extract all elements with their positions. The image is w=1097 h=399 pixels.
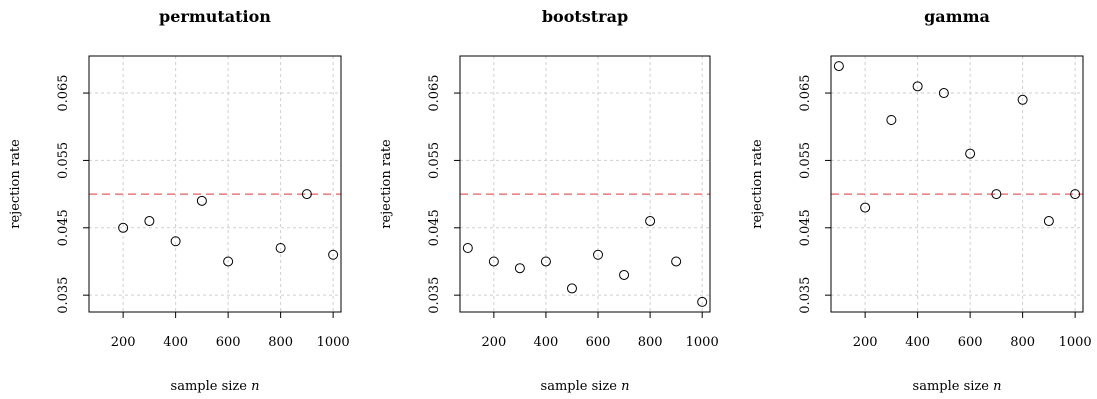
data-point	[912, 81, 923, 92]
x-axis-label: sample size n	[913, 379, 1002, 394]
data-point	[118, 222, 129, 233]
x-tick-label: 200	[111, 335, 136, 350]
x-tick-label: 600	[216, 335, 241, 350]
y-axis-label: rejection rate	[379, 139, 394, 229]
plot-frame	[830, 55, 1084, 313]
data-point	[860, 202, 871, 213]
x-tick-label: 400	[905, 335, 930, 350]
x-tick-label: 800	[1010, 335, 1035, 350]
data-point	[196, 195, 207, 206]
y-tick-label: 0.065	[56, 74, 71, 111]
y-tick-label: 0.035	[798, 277, 813, 314]
data-point	[965, 148, 976, 159]
y-tick-label: 0.045	[427, 209, 442, 246]
y-tick-label: 0.055	[427, 142, 442, 179]
chart-title: gamma	[924, 7, 990, 26]
x-tick-label: 1000	[686, 335, 719, 350]
y-tick-label: 0.035	[56, 277, 71, 314]
data-point	[645, 216, 656, 227]
data-point	[223, 256, 234, 267]
x-tick-label: 1000	[317, 335, 350, 350]
x-axis-label-variable: n	[993, 379, 1001, 394]
data-point	[886, 115, 897, 125]
chart-title: permutation	[159, 7, 271, 26]
x-tick-label: 400	[163, 335, 188, 350]
data-point	[697, 296, 708, 307]
data-point	[1070, 189, 1081, 200]
x-tick-label: 200	[481, 335, 506, 350]
y-axis-label: rejection rate	[750, 139, 765, 229]
data-point	[566, 283, 577, 294]
data-point	[991, 189, 1002, 200]
plot-frame	[459, 55, 711, 313]
x-tick-label: 1000	[1059, 335, 1092, 350]
x-axis-label: sample size n	[541, 379, 630, 394]
x-axis-label-text: sample size	[913, 379, 994, 394]
y-tick-label: 0.055	[56, 142, 71, 179]
data-point	[328, 249, 339, 260]
x-tick-label: 800	[638, 335, 663, 350]
data-point	[833, 61, 844, 72]
data-point	[301, 189, 312, 200]
panel-0: 200 400 600 800 1000 0.035 0.045 0.055 0.065 perm…	[8, 7, 350, 394]
y-tick-label: 0.045	[798, 209, 813, 246]
data-point	[462, 243, 473, 253]
panel-1: 200 400 600 800 1000 0.035 0.045 0.055 0.065 boot…	[379, 7, 719, 394]
x-axis-label-text: sample size	[541, 379, 622, 394]
x-tick-label: 600	[586, 335, 611, 350]
data-point	[144, 216, 155, 227]
y-tick-label: 0.035	[427, 277, 442, 314]
x-tick-label: 800	[268, 335, 293, 350]
plot-frame	[88, 55, 342, 313]
data-point	[1043, 216, 1054, 227]
data-point	[619, 269, 630, 280]
data-point	[671, 256, 682, 267]
x-tick-label: 600	[958, 335, 983, 350]
x-tick-label: 400	[534, 335, 559, 350]
y-axis-label: rejection rate	[8, 139, 23, 229]
data-point	[593, 249, 604, 260]
data-point	[488, 256, 499, 267]
data-point	[514, 263, 525, 274]
data-point	[938, 88, 949, 99]
x-tick-label: 200	[853, 335, 878, 350]
data-point	[275, 243, 286, 253]
x-axis-label-variable: n	[251, 379, 259, 394]
data-point	[540, 256, 551, 267]
data-point	[170, 236, 181, 247]
panel-2: 200 400 600 800 1000 0.035 0.045 0.055 0.065 gamm…	[750, 7, 1092, 394]
chart-title: bootstrap	[542, 7, 628, 26]
y-tick-label: 0.045	[56, 209, 71, 246]
data-point	[1017, 94, 1028, 105]
y-tick-label: 0.055	[798, 142, 813, 179]
y-tick-label: 0.065	[798, 74, 813, 111]
x-axis-label-text: sample size	[171, 379, 252, 394]
x-axis-label: sample size n	[171, 379, 260, 394]
y-tick-label: 0.065	[427, 74, 442, 111]
x-axis-label-variable: n	[621, 379, 629, 394]
